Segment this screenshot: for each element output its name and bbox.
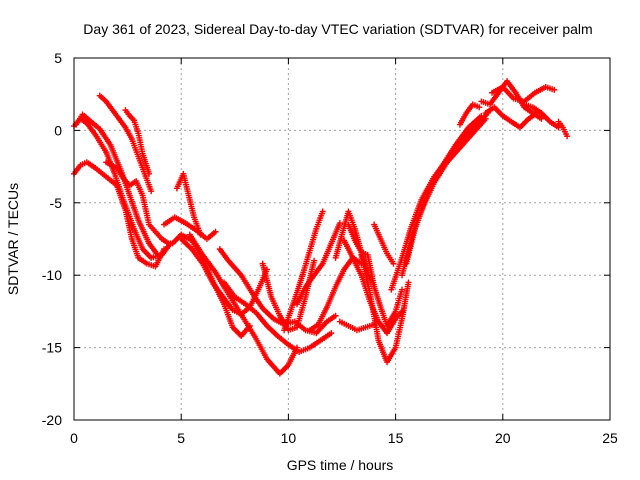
x-axis-label: GPS time / hours [287,457,394,473]
series-track-21 [358,251,412,366]
data-point [390,260,397,267]
x-tick-label: 10 [281,430,297,446]
data-point [154,251,161,258]
data-point [476,104,483,111]
data-point [405,279,412,286]
series-track-5 [103,159,172,247]
data-point [538,115,545,122]
x-tick-label: 15 [388,430,404,446]
data-point [197,231,204,238]
plot-frame [73,57,611,421]
data-point [336,220,343,227]
data-point [311,257,318,264]
series-track-12 [216,246,339,337]
series-track-2 [71,115,174,261]
series-track-30 [489,83,558,105]
data-point [551,86,558,93]
y-tick-label: 0 [54,122,62,138]
chart-title: Day 361 of 2023, Sidereal Day-to-day VTE… [83,21,592,37]
series-track-4 [96,92,155,195]
series-track-31 [521,101,562,131]
x-tick-label: 5 [177,430,185,446]
series-track-15 [281,208,326,334]
series-track-23 [371,221,397,267]
y-tick-label: -5 [50,195,63,211]
x-tick-label: 0 [70,430,78,446]
data-point [482,115,489,122]
series-track-3 [73,111,161,258]
data-point [319,208,326,215]
data-point [478,112,485,119]
y-axis-label: SDTVAR / TECUs [5,183,21,295]
series-track-16 [293,220,343,308]
x-tick-label: 20 [495,430,511,446]
series-track-9 [169,231,253,340]
x-tick-label: 25 [602,430,618,446]
series-track-22 [336,318,378,334]
data-point [212,228,219,235]
series-track-6 [122,107,153,177]
data-marks [71,78,571,377]
data-point [371,321,378,328]
tick-labels: 0 5 10 15 20 25 5 0 -5 -10 -15 -20 [42,50,618,446]
series-track-8 [173,170,204,238]
series-track-25 [399,115,489,279]
data-point [328,330,335,337]
y-tick-label: -10 [42,267,62,283]
data-point [146,170,153,177]
data-point [564,133,571,140]
series-track-29 [482,104,541,131]
y-tick-label: -15 [42,340,62,356]
series-track-13 [221,279,335,355]
series-track-1 [71,159,168,270]
data-point [399,286,406,293]
data-point [148,188,155,195]
data-point [332,312,339,319]
series-track-26 [403,112,485,267]
y-tick-label: 5 [54,50,62,66]
y-tick-label: -20 [42,412,62,428]
series-track-32 [555,118,571,140]
series-track-27 [456,101,483,128]
series-track-14 [259,257,318,334]
series-track-11 [186,231,300,377]
